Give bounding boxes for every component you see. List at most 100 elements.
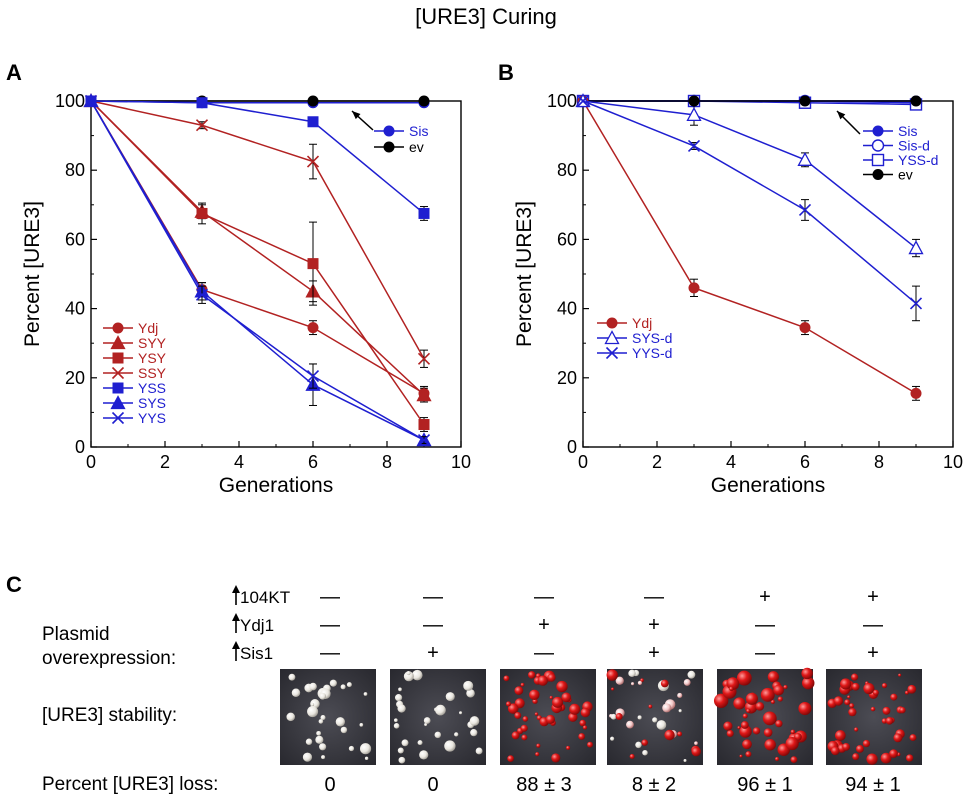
colony-plate-image	[500, 669, 596, 765]
colony	[398, 687, 402, 692]
colony	[881, 718, 888, 724]
colony	[579, 719, 586, 727]
colony	[346, 682, 352, 688]
data-point	[799, 95, 811, 107]
colony	[395, 694, 403, 702]
x-tick-label: 10	[451, 452, 471, 472]
colony	[687, 670, 696, 679]
loss-label: Percent [URE3] loss:	[42, 774, 218, 795]
colony	[635, 741, 642, 749]
data-point	[417, 434, 431, 447]
data-point	[910, 95, 922, 107]
colony	[329, 679, 337, 687]
y-axis-label: Percent [URE3]	[21, 201, 44, 347]
colony	[582, 725, 588, 730]
y-tick-label: 20	[65, 368, 85, 388]
series-line	[582, 100, 917, 395]
colony	[549, 695, 553, 700]
colony	[798, 701, 812, 716]
colony	[866, 753, 878, 765]
colony	[893, 733, 903, 743]
colony	[340, 726, 348, 734]
x-tick-label: 2	[160, 452, 170, 472]
loss-value: 8 ± 2	[632, 774, 676, 796]
series-yss	[85, 95, 430, 221]
colony	[503, 675, 510, 682]
legend-label: ev	[898, 167, 913, 183]
y-tick-label: 20	[557, 368, 577, 388]
data-point	[576, 94, 590, 108]
colony	[770, 699, 775, 704]
colony	[580, 707, 591, 718]
colony	[872, 689, 879, 696]
data-point	[797, 151, 813, 166]
colony	[773, 684, 784, 696]
colony	[726, 729, 734, 738]
colony	[662, 703, 672, 713]
colony	[397, 704, 406, 713]
colony	[777, 696, 783, 702]
x-tick-label: 0	[86, 452, 96, 472]
colony	[466, 688, 475, 698]
plasmid-label: overexpression:	[42, 648, 176, 669]
stability-label: [URE3] stability:	[42, 705, 177, 726]
colony	[733, 697, 746, 710]
legend-marker	[383, 125, 395, 137]
colony	[833, 696, 844, 706]
colony	[348, 745, 355, 752]
colony	[310, 702, 315, 707]
colony	[527, 671, 536, 679]
loss-value: 88 ± 3	[516, 774, 571, 796]
legend-marker	[111, 366, 125, 380]
colony	[520, 682, 525, 687]
colony	[774, 756, 780, 762]
colony	[610, 736, 615, 741]
plasmid-label: Plasmid	[42, 624, 110, 645]
colony	[790, 756, 798, 764]
up-arrow-icon	[232, 641, 240, 649]
colony	[475, 747, 483, 755]
legend-label: YYS	[138, 410, 166, 426]
colony	[785, 737, 799, 751]
y-tick-label: 80	[65, 160, 85, 180]
x-tick-label: 10	[943, 452, 963, 472]
legend-marker	[111, 411, 125, 425]
colony	[393, 723, 400, 729]
colony	[739, 725, 752, 738]
colony	[305, 738, 313, 745]
colony	[445, 692, 455, 702]
colony	[529, 689, 540, 701]
colony-plate-image	[280, 669, 376, 765]
data-point	[909, 297, 923, 310]
legend-marker	[110, 335, 126, 350]
colony	[907, 684, 917, 694]
colony	[587, 741, 593, 748]
colony	[880, 752, 892, 764]
x-axis-label: Generations	[711, 474, 825, 497]
series-line	[582, 100, 917, 304]
legend-label: YSS	[138, 380, 166, 396]
data-point-stroke	[909, 297, 923, 310]
data-point-stroke	[798, 203, 812, 217]
construct-sign: —	[863, 614, 883, 636]
legend-marker	[871, 153, 885, 167]
colony	[470, 729, 478, 737]
x-tick-label: 4	[726, 452, 736, 472]
y-tick-label: 60	[557, 229, 577, 249]
legend-marker	[871, 139, 885, 152]
colony	[561, 692, 572, 703]
colony	[729, 686, 734, 692]
legend-label: ev	[409, 139, 424, 155]
colony-plate-image	[826, 669, 922, 765]
colony	[889, 749, 898, 758]
legend-label: Sis	[409, 123, 428, 139]
colony	[854, 727, 859, 732]
colony	[454, 732, 459, 737]
colony	[398, 756, 406, 764]
colony	[870, 706, 876, 712]
colony	[291, 688, 301, 697]
colony	[359, 723, 364, 727]
